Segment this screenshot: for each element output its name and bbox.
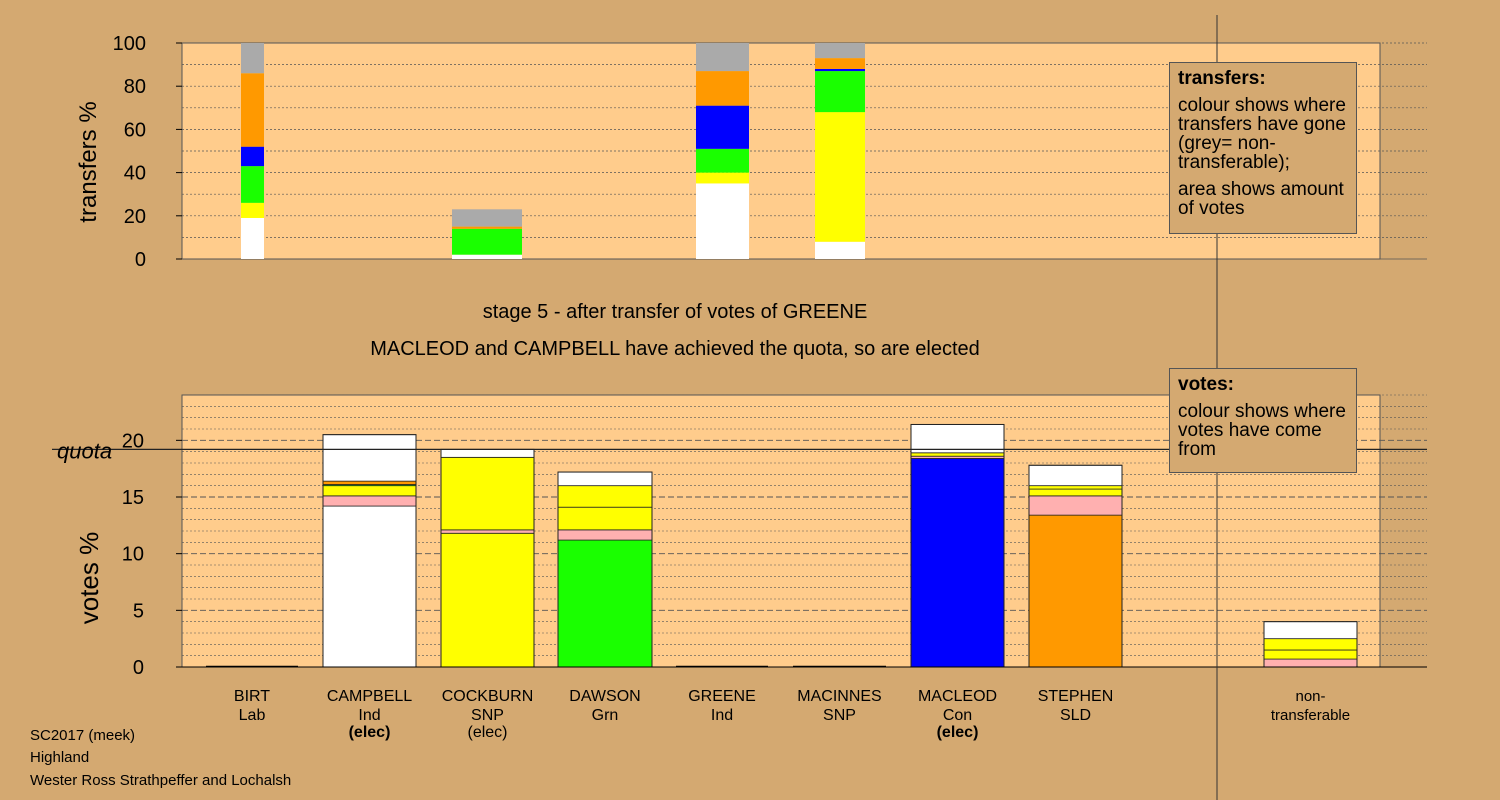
vote-segment xyxy=(440,532,535,668)
transfers-legend-title: transfers: xyxy=(1178,68,1266,89)
vote-segment xyxy=(1263,638,1358,651)
footer-line2: Highland xyxy=(30,749,90,766)
transfer-segment xyxy=(815,43,865,59)
votes-tick-label: 5 xyxy=(133,600,144,622)
vote-segment xyxy=(910,458,1005,668)
transfer-segment xyxy=(696,148,749,173)
vote-segment xyxy=(322,495,417,507)
transfer-segment xyxy=(241,43,264,74)
vote-segment xyxy=(440,448,535,458)
transfer-segment xyxy=(696,183,749,259)
transfer-segment xyxy=(241,202,264,218)
transfer-segment xyxy=(241,73,264,147)
transfer-segment xyxy=(696,105,749,149)
vote-segment xyxy=(1263,649,1358,660)
candidate-name: STEPHEN xyxy=(1038,688,1114,705)
transfer-segment xyxy=(241,146,264,167)
votes-legend-line1: colour shows where votes have come from xyxy=(1178,401,1346,460)
vote-segment xyxy=(1028,464,1123,487)
transfers-legend-line2: area shows amount of votes xyxy=(1178,179,1344,219)
votes-y-label: votes % xyxy=(74,532,104,625)
vote-segment xyxy=(1028,495,1123,516)
candidate-status: (elec) xyxy=(937,724,979,741)
candidate-name: GREENE xyxy=(688,688,756,705)
votes-legend-title: votes: xyxy=(1178,374,1234,395)
footer-line3: Wester Ross Strathpeffer and Lochalsh xyxy=(30,772,292,789)
vote-segment xyxy=(1028,488,1123,497)
transfers-tick-label: 60 xyxy=(124,119,146,141)
transfer-segment xyxy=(815,58,865,69)
transfers-tick-label: 80 xyxy=(124,76,146,98)
footer-line1: SC2017 (meek) xyxy=(30,727,136,744)
vote-segment xyxy=(557,529,653,541)
vote-segment xyxy=(557,539,653,668)
transfers-y-label: transfers % xyxy=(75,101,102,222)
votes-tick-label: 20 xyxy=(122,430,144,452)
votes-tick-label: 10 xyxy=(122,544,144,566)
stage-title: stage 5 - after transfer of votes of GRE… xyxy=(482,301,868,323)
vote-segment xyxy=(1028,514,1123,668)
transfer-segment xyxy=(241,217,264,259)
stage-subtitle: MACLEOD and CAMPBELL have achieved the q… xyxy=(370,338,980,360)
vote-segment xyxy=(440,456,535,531)
transfer-segment xyxy=(815,112,865,242)
candidate-name: DAWSON xyxy=(569,688,640,705)
vote-segment xyxy=(322,480,417,485)
transfers-legend-line1: colour shows where transfers have gone (… xyxy=(1178,95,1346,173)
candidate-party: SNP xyxy=(823,707,856,724)
candidate-party: SLD xyxy=(1060,707,1091,724)
transfer-segment xyxy=(696,71,749,106)
transfer-segment xyxy=(696,43,749,72)
candidate-party: Grn xyxy=(592,707,619,724)
candidate-name: MACINNES xyxy=(797,688,881,705)
candidate-party: Ind xyxy=(711,707,733,724)
candidate-party: SNP xyxy=(471,707,504,724)
vote-segment xyxy=(322,505,417,668)
transfers-tick-label: 0 xyxy=(135,249,146,271)
vote-segment xyxy=(1028,485,1123,490)
quota-label: quota xyxy=(57,438,112,463)
transfers-tick-label: 100 xyxy=(113,33,146,55)
vote-segment xyxy=(322,485,417,497)
candidate-party: Ind xyxy=(358,707,380,724)
vote-segment xyxy=(557,485,653,508)
transfer-segment xyxy=(815,241,865,259)
vote-segment xyxy=(1263,621,1358,640)
vote-segment xyxy=(440,529,535,534)
transfer-segment xyxy=(452,228,522,255)
vote-segment xyxy=(910,452,1005,457)
candidate-name: MACLEOD xyxy=(918,688,997,705)
votes-tick-label: 15 xyxy=(122,487,144,509)
vote-segment xyxy=(910,424,1005,454)
candidate-party: Con xyxy=(943,707,972,724)
transfer-segment xyxy=(815,71,865,113)
votes-tick-label: 0 xyxy=(133,657,144,679)
transfer-segment xyxy=(452,254,522,259)
vote-segment xyxy=(1263,658,1358,668)
candidate-name: non- xyxy=(1295,688,1325,705)
candidate-status: (elec) xyxy=(349,724,391,741)
vote-segment xyxy=(557,471,653,487)
transfers-tick-label: 40 xyxy=(124,163,146,185)
transfers-legend: transfers: colour shows where transfers … xyxy=(1169,62,1357,234)
votes-legend: votes: colour shows where votes have com… xyxy=(1169,368,1357,473)
vote-segment xyxy=(322,434,417,482)
transfer-segment xyxy=(241,166,264,203)
candidate-name: CAMPBELL xyxy=(327,688,412,705)
candidate-name: COCKBURN xyxy=(442,688,534,705)
transfer-segment xyxy=(815,68,865,72)
candidate-status: (elec) xyxy=(467,724,507,741)
transfers-tick-label: 20 xyxy=(124,206,146,228)
candidate-party: transferable xyxy=(1271,707,1350,724)
transfer-segment xyxy=(452,226,522,229)
candidate-party: Lab xyxy=(239,707,266,724)
transfer-segment xyxy=(696,172,749,184)
candidate-name: BIRT xyxy=(234,688,270,705)
vote-segment xyxy=(557,506,653,531)
transfer-segment xyxy=(452,209,522,227)
